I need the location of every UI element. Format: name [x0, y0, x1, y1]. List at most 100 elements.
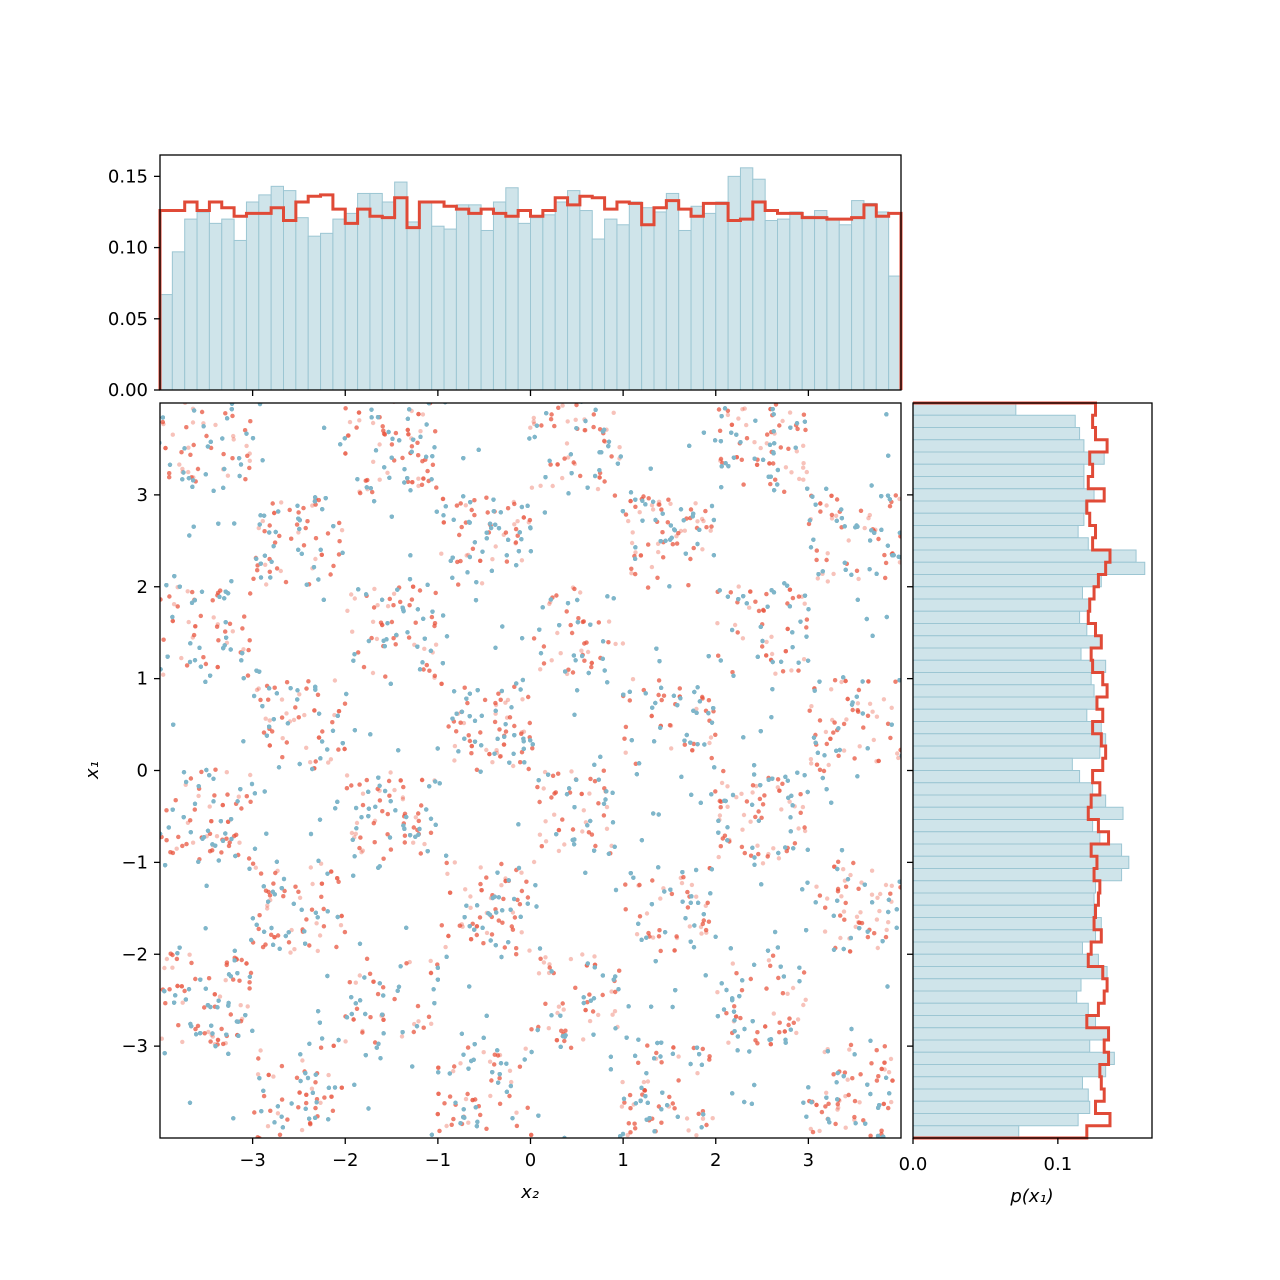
- target-point: [221, 1041, 226, 1047]
- target-point: [537, 799, 542, 805]
- target-point: [814, 1102, 819, 1108]
- target-point: [332, 712, 337, 718]
- histogram-bar: [628, 201, 643, 391]
- target-point: [416, 453, 421, 458]
- target-point: [308, 865, 313, 870]
- target-point: [435, 1111, 440, 1117]
- target-point: [700, 1109, 706, 1114]
- target-point: [308, 1122, 313, 1127]
- target-point: [795, 1017, 801, 1022]
- target-point: [300, 1058, 305, 1063]
- target-point: [883, 934, 889, 940]
- target-point: [736, 584, 741, 589]
- target-point: [740, 407, 745, 412]
- target-point: [780, 991, 786, 996]
- target-point: [645, 1043, 650, 1048]
- target-point: [201, 655, 206, 660]
- target-point: [343, 406, 348, 411]
- target-point: [764, 591, 769, 597]
- target-point: [586, 830, 592, 835]
- target-point: [748, 589, 753, 594]
- target-point: [844, 717, 849, 722]
- target-point: [748, 819, 753, 824]
- target-point: [244, 961, 249, 966]
- target-point: [419, 777, 425, 783]
- target-point: [848, 872, 853, 878]
- target-point: [890, 1078, 895, 1083]
- target-point: [689, 882, 695, 888]
- target-point: [593, 843, 598, 849]
- target-point: [765, 854, 770, 859]
- target-point: [757, 796, 763, 802]
- target-point: [347, 980, 352, 985]
- target-point: [882, 1060, 887, 1065]
- target-point: [493, 702, 499, 708]
- target-point: [555, 462, 560, 467]
- target-point: [633, 550, 638, 555]
- target-point: [897, 496, 901, 502]
- target-point: [717, 813, 723, 818]
- target-point: [897, 560, 901, 565]
- target-point: [316, 735, 322, 740]
- target-point: [519, 731, 524, 736]
- target-point: [361, 664, 367, 670]
- target-point: [554, 1038, 560, 1043]
- target-point: [775, 785, 780, 790]
- target-point: [372, 586, 377, 592]
- target-point: [231, 433, 236, 439]
- target-point: [626, 1121, 631, 1126]
- target-point: [256, 686, 261, 691]
- target-point: [310, 881, 315, 887]
- target-point: [518, 760, 523, 765]
- target-point: [254, 687, 260, 693]
- target-point: [517, 902, 523, 907]
- target-point: [819, 1109, 825, 1115]
- target-point: [667, 1094, 672, 1100]
- target-point: [857, 920, 862, 925]
- target-point: [371, 979, 376, 984]
- target-point: [669, 746, 674, 751]
- target-point: [267, 718, 272, 723]
- target-point: [804, 617, 810, 622]
- target-point: [661, 555, 666, 560]
- target-point: [501, 896, 506, 902]
- target-point: [177, 462, 182, 467]
- target-point: [193, 624, 198, 629]
- target-point: [171, 602, 177, 607]
- target-point: [824, 1090, 829, 1096]
- target-point: [497, 727, 502, 732]
- target-point: [400, 795, 406, 800]
- target-point: [587, 1018, 593, 1024]
- target-point: [443, 944, 448, 950]
- histogram-bar: [295, 217, 309, 391]
- target-point: [513, 541, 518, 546]
- target-point: [757, 796, 763, 802]
- target-point: [628, 1130, 633, 1135]
- target-point: [279, 1097, 285, 1102]
- target-point: [356, 410, 362, 415]
- histogram-bar: [604, 218, 618, 391]
- target-point: [410, 480, 415, 485]
- target-point: [562, 842, 567, 847]
- target-point: [412, 642, 417, 647]
- target-point: [801, 443, 806, 448]
- target-point: [706, 698, 712, 703]
- target-point: [874, 714, 880, 719]
- target-point: [595, 486, 601, 492]
- target-point: [674, 935, 680, 941]
- target-point: [346, 433, 351, 438]
- target-point: [521, 515, 526, 520]
- target-point: [404, 961, 409, 966]
- target-point: [256, 1056, 261, 1061]
- target-point: [786, 446, 791, 451]
- target-point: [189, 960, 194, 966]
- target-point: [499, 861, 504, 867]
- target-point: [527, 948, 532, 953]
- target-point: [794, 449, 799, 454]
- target-point: [174, 846, 179, 851]
- target-point: [488, 1093, 493, 1099]
- target-point: [794, 1030, 799, 1036]
- target-point: [650, 935, 656, 940]
- histogram-bar: [184, 218, 198, 391]
